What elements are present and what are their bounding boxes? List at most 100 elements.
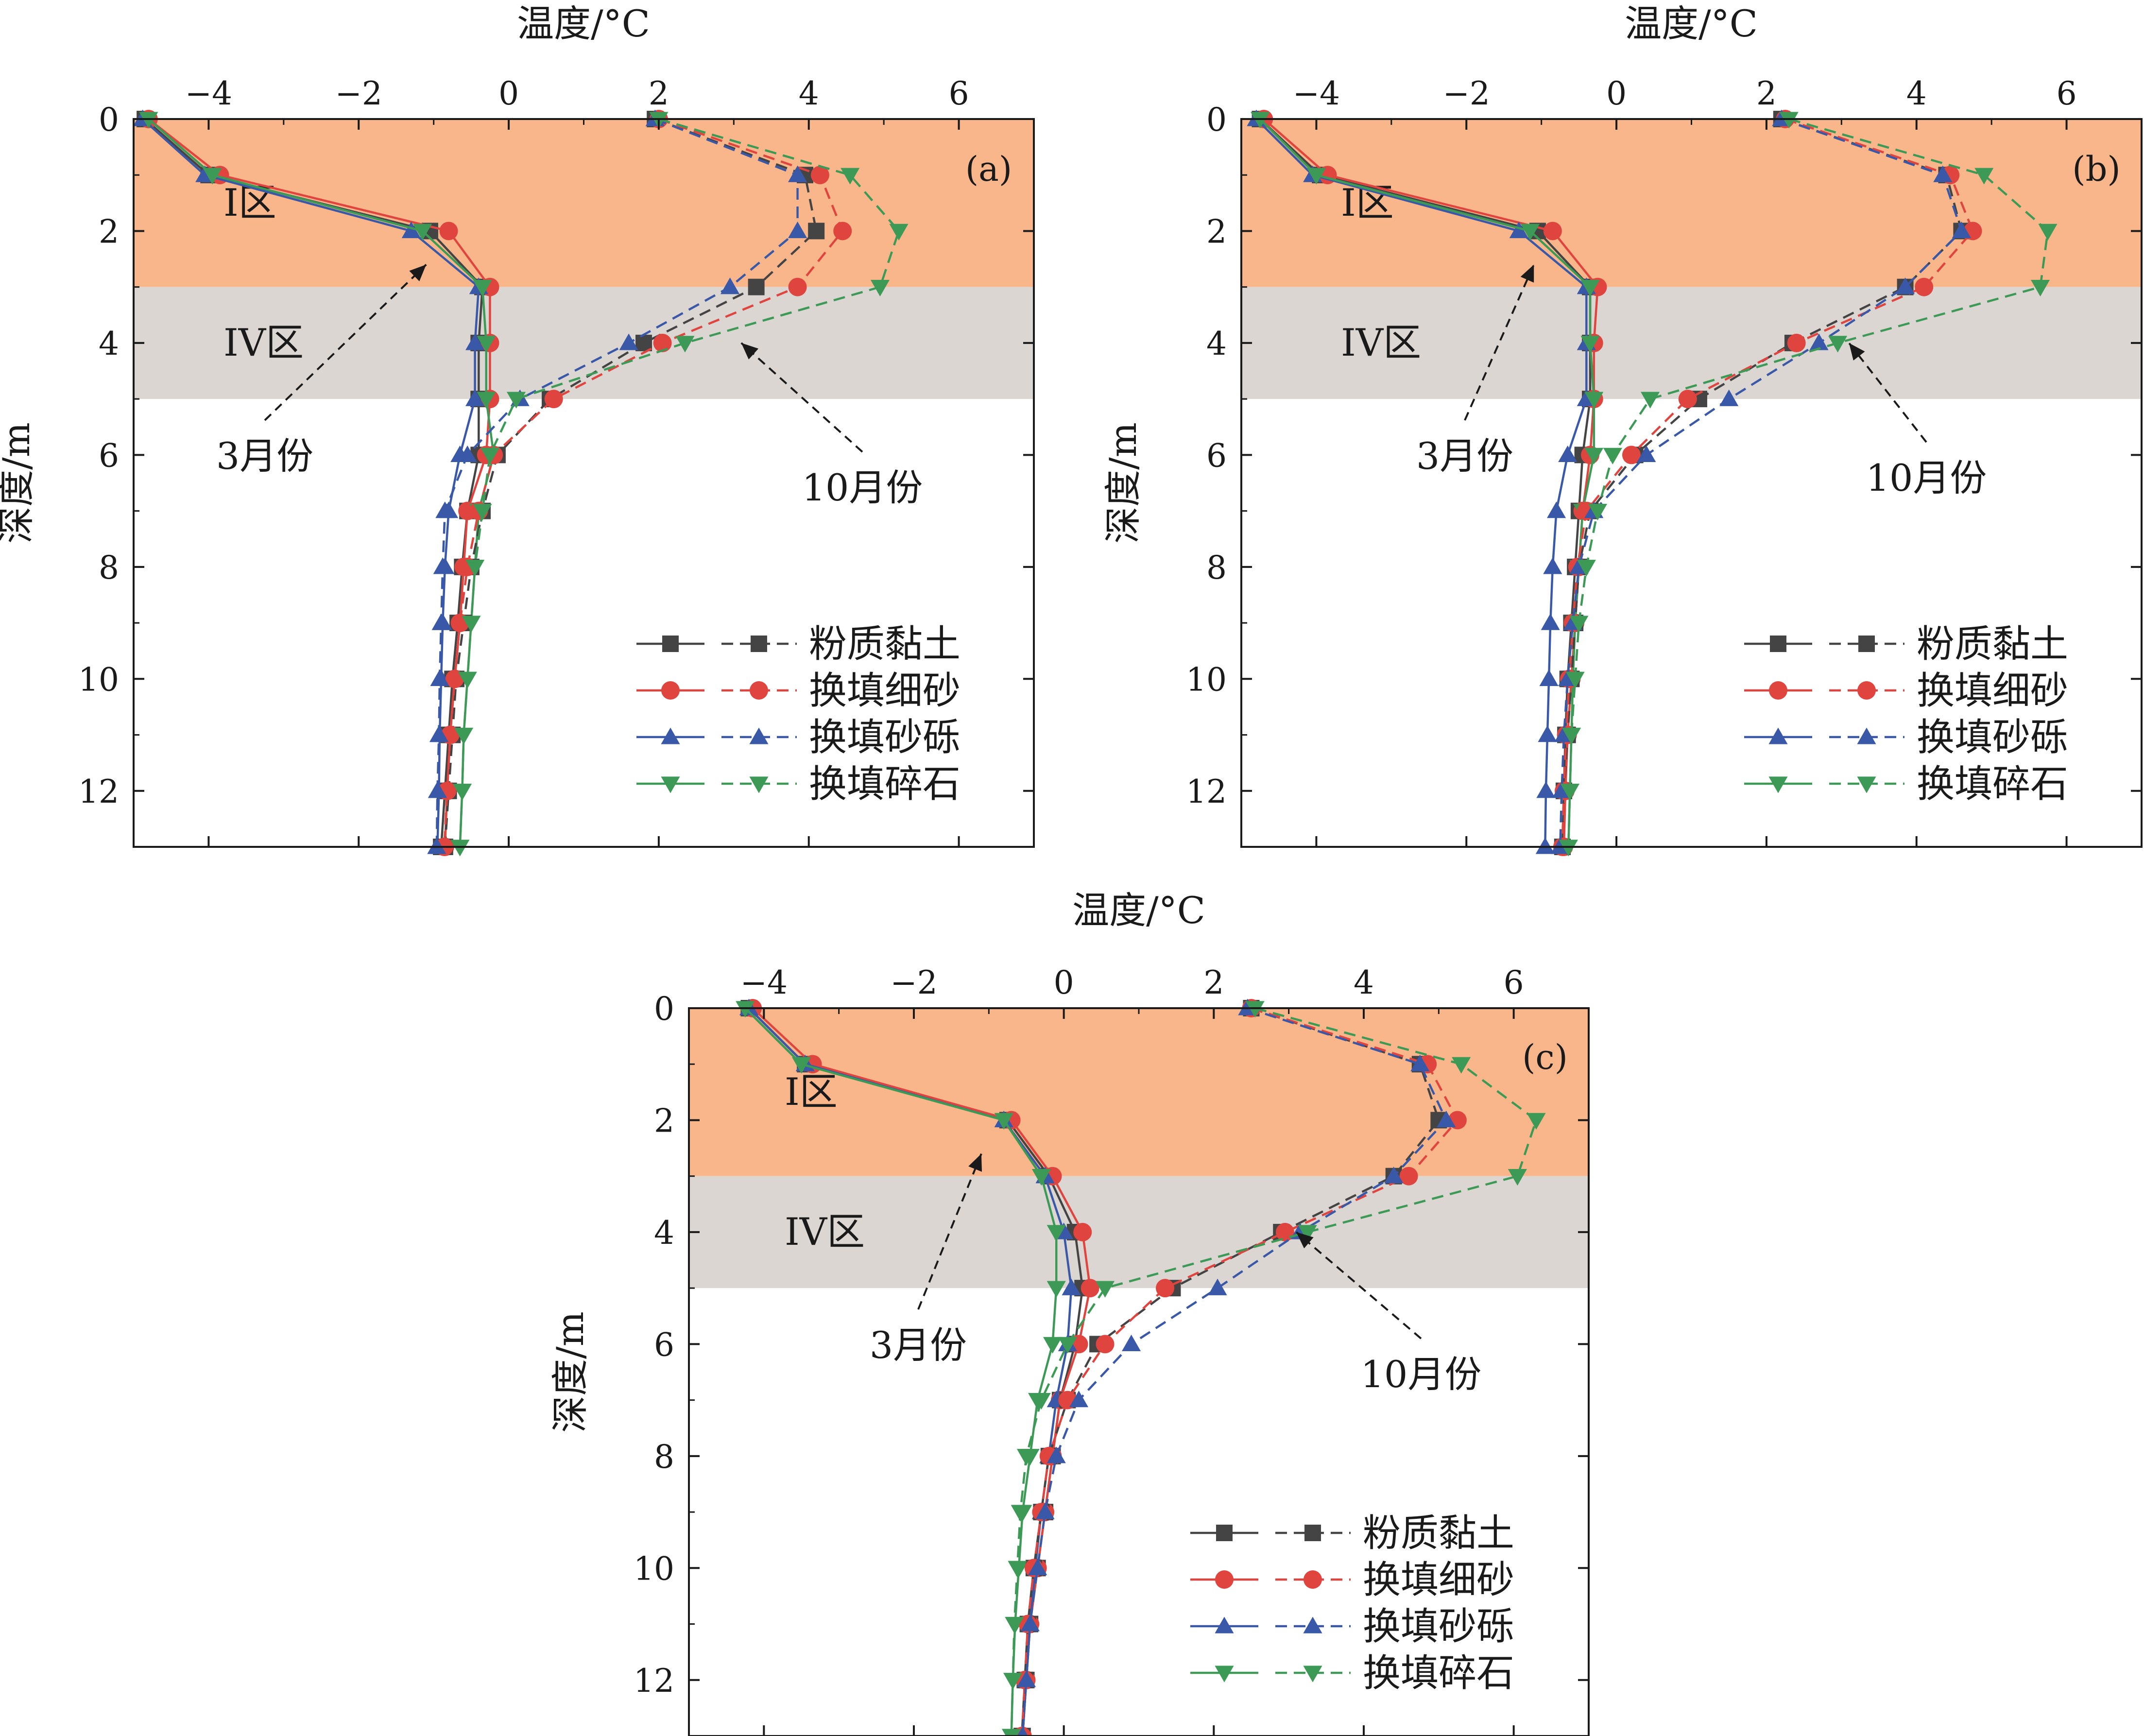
y-tick-label: 2 [99,213,119,250]
legend-marker-solid [661,727,680,744]
data-point-换填细砂-March-2 [439,222,458,241]
data-point-换填砂砾-October-12 [1016,1670,1036,1687]
data-point-换填砂砾-October-12 [428,781,447,798]
data-point-换填砂砾-March-13 [1535,837,1555,854]
legend-marker-solid [662,636,679,652]
data-point-换填砂砾-October-9 [1035,1502,1055,1519]
data-point-换填砂砾-October-4 [619,333,638,350]
zone-band-1 [689,1008,1589,1176]
data-point-换填碎石-March-0 [139,112,158,129]
data-point-换填碎石-March-1 [1306,168,1326,185]
data-point-换填碎石-October-7 [1588,503,1608,521]
series-line-换填碎石-October [459,118,900,847]
y-tick-label: 10 [78,661,119,698]
annotation-label: 10月份 [802,466,923,509]
data-point-换填砂砾-March-4 [465,333,485,350]
data-point-换填碎石-October-10 [1008,1561,1027,1578]
legend-marker-solid [1768,776,1788,793]
legend-marker-dashed [749,727,769,744]
legend-marker-solid [1216,1525,1233,1541]
data-point-换填细砂-March-4 [1073,1222,1092,1241]
data-point-粉质黏土-October-4 [635,334,652,351]
x-tick-label: 2 [1203,964,1224,1001]
data-point-换填碎石-October-11 [1005,1616,1024,1634]
annotation-arrow-head [1849,343,1865,361]
data-point-换填碎石-October-1 [1452,1057,1471,1074]
zone-label-2: IV区 [223,321,304,365]
data-point-换填碎石-October-2 [889,223,909,241]
legend-marker-solid [1215,1666,1234,1683]
legend-label: 粉质黏土 [809,622,961,666]
data-point-换填砂砾-October-7 [1069,1391,1089,1408]
annotation-arrow-head [409,264,427,281]
legend-marker-dashed [1858,636,1875,652]
legend-marker-dashed [750,681,768,700]
data-point-换填碎石-October-12 [1560,784,1579,801]
series-line-换填砂砾-October [435,118,799,847]
x-tick-label: 4 [799,75,819,112]
data-point-换填砂砾-March-5 [1062,1278,1081,1295]
data-point-换填碎石-October-3 [2030,280,2050,297]
legend-marker-solid [1215,1616,1234,1633]
zone-band-2 [689,1176,1589,1289]
data-point-换填碎石-March-2 [1520,223,1540,241]
data-point-换填碎石-March-6 [1043,1337,1063,1354]
x-tick-label: −2 [890,964,937,1001]
data-point-换填碎石-March-1 [791,1057,811,1074]
data-point-换填碎石-October-5 [506,392,526,409]
y-tick-label: 10 [1186,661,1227,698]
data-point-换填砂砾-March-7 [1547,501,1566,518]
data-point-换填碎石-October-13 [450,840,470,857]
annotation-label: 10月份 [1866,456,1987,499]
data-point-换填细砂-October-3 [1399,1167,1418,1186]
data-point-换填碎石-March-5 [1584,392,1604,409]
annotation-label: 3月份 [1416,434,1513,478]
zone-band-1 [134,119,1034,287]
annotation-arrow-head [1296,1232,1314,1249]
data-point-换填砂砾-October-9 [431,613,451,630]
series-line-粉质黏土-March [144,118,484,847]
annotation-arrow-line [740,342,863,453]
data-point-换填细砂-October-5 [1156,1279,1175,1298]
data-point-换填细砂-March-5 [1081,1279,1099,1298]
data-point-换填碎石-October-1 [1974,168,1994,185]
data-point-换填砂砾-March-2 [401,221,421,239]
data-point-换填碎石-October-13 [1002,1729,1021,1736]
zone-label-2: IV区 [1341,321,1421,365]
data-point-换填细砂-October-5 [1678,390,1697,409]
data-point-换填碎石-October-8 [465,560,485,577]
zone-band-2 [134,287,1034,399]
legend-marker-dashed [1303,1616,1322,1633]
x-tick-label: 0 [1054,964,1074,1001]
data-point-换填砂砾-March-10 [1539,669,1559,686]
data-point-换填碎石-October-11 [454,727,473,745]
annotation-arrow-line [1848,342,1927,443]
data-point-换填碎石-October-6 [1603,447,1622,464]
data-point-换填碎石-October-6 [480,447,500,464]
x-tick-label: −2 [335,75,382,112]
series-group [133,109,909,857]
legend-label: 换填细砂 [1363,1558,1514,1602]
data-point-粉质黏土-October-3 [748,278,765,295]
data-point-换填砂砾-October-3 [720,277,740,294]
data-point-换填碎石-October-3 [870,280,890,297]
data-point-换填砂砾-October-2 [1437,1110,1456,1128]
data-point-换填碎石-October-0 [1779,112,1799,129]
data-point-换填细砂-October-4 [653,333,672,352]
y-tick-label: 8 [99,549,119,586]
series-line-换填细砂-March [1263,118,1599,847]
legend-marker-solid [1768,727,1788,744]
data-point-换填碎石-October-13 [1559,840,1578,857]
series-line-换填碎石-October [1567,118,2049,847]
legend-marker-dashed [751,636,767,652]
data-point-换填砂砾-October-6 [1122,1334,1141,1352]
data-point-换填砂砾-October-10 [430,669,449,686]
y-tick-label: 6 [99,437,119,474]
data-point-换填细砂-October-6 [1622,446,1641,464]
y-tick-label: 4 [99,325,119,362]
legend-label: 换填碎石 [1917,762,2068,806]
annotation-label: 3月份 [870,1323,967,1367]
data-point-换填砂砾-October-5 [1208,1278,1227,1295]
